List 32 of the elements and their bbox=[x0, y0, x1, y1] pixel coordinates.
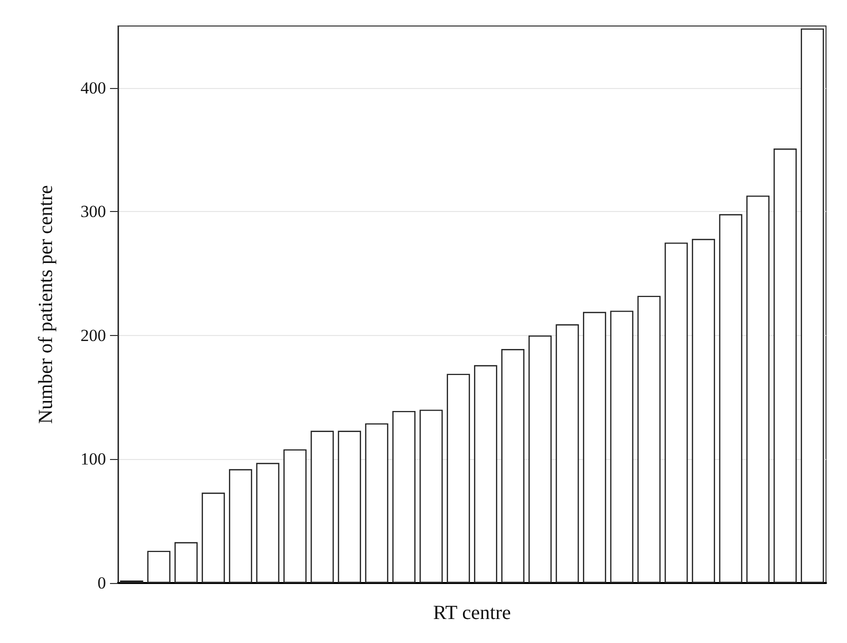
y-tick-label: 0 bbox=[98, 574, 106, 592]
bar bbox=[283, 449, 307, 583]
bar bbox=[228, 469, 252, 583]
bar bbox=[800, 28, 824, 583]
bar bbox=[664, 242, 688, 583]
bar bbox=[610, 310, 634, 583]
bar bbox=[446, 374, 470, 583]
bar bbox=[719, 214, 742, 583]
bar bbox=[637, 296, 661, 583]
bar bbox=[528, 335, 552, 583]
bar bbox=[365, 423, 388, 583]
bar bbox=[501, 349, 524, 583]
bar bbox=[420, 410, 443, 583]
y-tick-label: 100 bbox=[80, 450, 106, 469]
y-tick-label: 400 bbox=[80, 78, 106, 98]
y-tick-label: 300 bbox=[80, 202, 106, 222]
bar bbox=[746, 196, 770, 583]
bar bbox=[474, 365, 498, 583]
bar bbox=[582, 312, 606, 583]
bar bbox=[147, 550, 170, 583]
bar bbox=[692, 238, 716, 583]
bar bbox=[338, 430, 362, 583]
bar bbox=[202, 492, 225, 583]
bar bbox=[556, 324, 579, 583]
y-tick-label: 200 bbox=[80, 326, 106, 345]
bar bbox=[256, 462, 280, 583]
y-axis-title: Number of patients per centre bbox=[35, 184, 57, 424]
bar bbox=[774, 148, 797, 583]
x-axis-title: RT centre bbox=[433, 602, 512, 624]
bar bbox=[174, 542, 198, 583]
bar bbox=[310, 430, 334, 583]
bar bbox=[392, 410, 416, 583]
